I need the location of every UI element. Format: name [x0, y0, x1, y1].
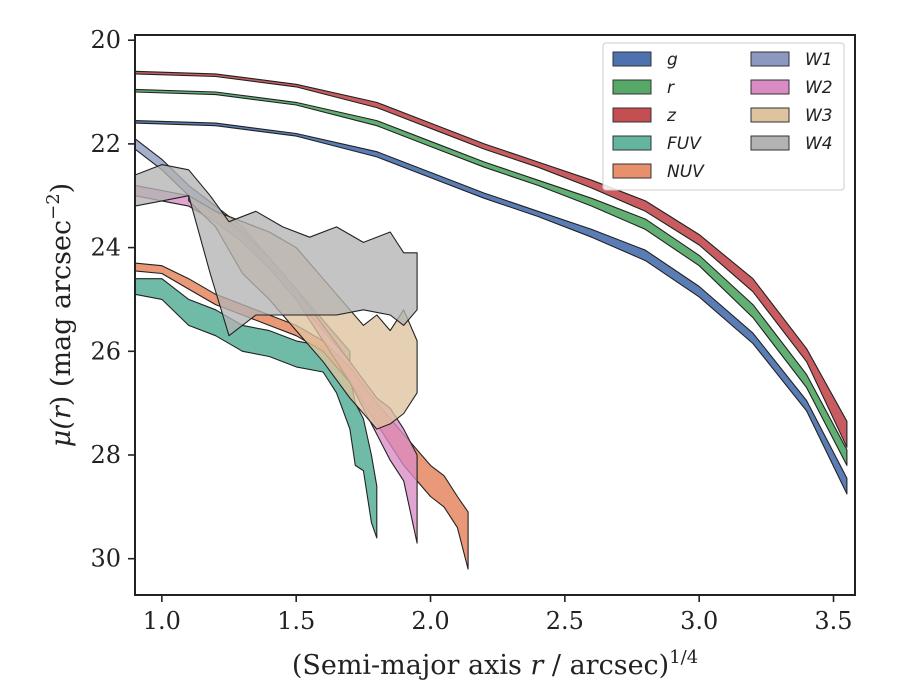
legend-label-g: g [667, 50, 678, 70]
y-tick-label: 20 [90, 26, 121, 54]
series-band-g [134, 120, 848, 495]
x-axis-title-prefix: (Semi-major axis [292, 650, 531, 681]
legend-swatch-g [612, 51, 652, 67]
x-axis: 1.0 1.5 2.0 2.5 3.0 3.5 [143, 595, 853, 635]
plot-frame [134, 34, 856, 596]
legend-label-w3: W3 [805, 106, 833, 126]
y-tick-label: 28 [90, 441, 121, 469]
legend-swatch-w2 [750, 79, 790, 95]
legend: grz FUV NUV W1 W2 W3 W4 [602, 42, 845, 191]
legend-label-w4: W4 [805, 134, 833, 154]
legend-label-r: r [667, 78, 675, 98]
x-tick-label: 1.5 [277, 607, 315, 635]
y-axis-title-exponent: −2 [43, 193, 64, 220]
series-bands [134, 70, 848, 570]
y-axis: 20 22 24 26 28 30 [90, 26, 135, 573]
legend-label-fuv: FUV [667, 134, 702, 154]
x-tick-label: 3.5 [814, 607, 852, 635]
legend-label-z: z [666, 106, 677, 126]
legend-label-nuv: NUV [667, 162, 705, 182]
y-axis-title-prefix: μ( [46, 418, 77, 448]
legend-swatch-nuv [612, 163, 652, 179]
x-tick-label: 2.0 [411, 607, 449, 635]
y-tick-label: 24 [90, 234, 121, 262]
x-axis-title-mid: / arcsec) [543, 650, 669, 681]
series-band-z [134, 70, 848, 448]
legend-label-w2: W2 [805, 78, 833, 98]
x-tick-label: 3.0 [680, 607, 718, 635]
legend-swatch-w1 [750, 51, 790, 67]
y-axis-title-suffix: ) [46, 183, 77, 194]
y-axis-title-variable: r [46, 404, 77, 419]
legend-swatch-fuv [612, 135, 652, 151]
y-axis-title-mid: ) (mag arcsec [46, 220, 77, 406]
series-band-w4 [134, 164, 418, 337]
legend-swatch-r [612, 79, 652, 95]
x-axis-title: (Semi-major axis r / arcsec)1/4 [292, 647, 698, 681]
legend-label-w1: W1 [805, 50, 833, 70]
legend-swatch-w3 [750, 107, 790, 123]
x-axis-title-variable: r [530, 650, 545, 681]
x-tick-label: 2.5 [546, 607, 584, 635]
x-axis-title-exponent: 1/4 [669, 647, 698, 668]
y-tick-label: 30 [90, 545, 121, 573]
legend-swatch-w4 [750, 135, 790, 151]
series-band-r [134, 88, 848, 466]
series-band-fuv [134, 278, 378, 539]
legend-swatch-z [612, 107, 652, 123]
y-axis-title: μ(r) (mag arcsec−2) [43, 183, 77, 447]
y-tick-label: 22 [90, 130, 121, 158]
x-tick-label: 1.0 [143, 607, 181, 635]
y-tick-label: 26 [90, 337, 121, 365]
